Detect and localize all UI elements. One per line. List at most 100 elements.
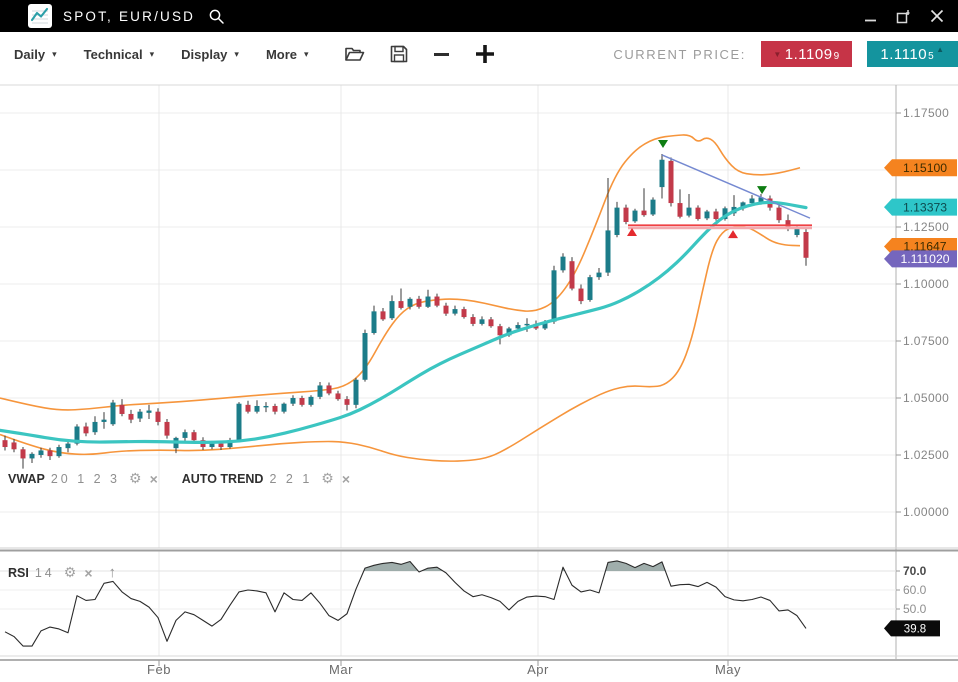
candle-body[interactable]: [20, 449, 26, 459]
candle-body[interactable]: [425, 296, 431, 307]
candle-body[interactable]: [380, 311, 386, 320]
candle-body[interactable]: [74, 426, 80, 444]
candle-body[interactable]: [362, 333, 368, 380]
candle-body[interactable]: [749, 198, 755, 204]
candle-body[interactable]: [758, 197, 764, 202]
candle-body[interactable]: [317, 385, 323, 397]
chart-canvas[interactable]: 1.17500 1.12500 1.10000 1.07500 1.05000 1.025…: [0, 76, 958, 682]
candle-body[interactable]: [119, 404, 125, 414]
candle-body[interactable]: [605, 230, 611, 273]
candle-body[interactable]: [29, 453, 35, 459]
candle-body[interactable]: [461, 309, 467, 318]
candle-body[interactable]: [632, 210, 638, 222]
candle-body[interactable]: [488, 319, 494, 327]
candle-body[interactable]: [254, 405, 260, 412]
candle-body[interactable]: [335, 393, 341, 400]
candle-body[interactable]: [65, 443, 71, 449]
open-file-icon[interactable]: [344, 45, 365, 63]
minimize-button[interactable]: [864, 10, 877, 23]
candle-body[interactable]: [389, 301, 395, 319]
candle-body[interactable]: [128, 413, 134, 420]
candle-body[interactable]: [659, 159, 665, 188]
candle-body[interactable]: [290, 398, 296, 404]
candle-body[interactable]: [164, 421, 170, 436]
candle-body[interactable]: [470, 317, 476, 324]
rsi-remove-icon[interactable]: ×: [84, 564, 93, 581]
buy-signal-arrow[interactable]: [728, 230, 738, 239]
pop-out-button[interactable]: [896, 9, 911, 24]
rsi-line[interactable]: [4, 560, 807, 647]
candle-body[interactable]: [92, 421, 98, 433]
candle-body[interactable]: [209, 443, 215, 448]
bid-price-button[interactable]: ▼ 1.1109 9: [761, 41, 852, 67]
candle-body[interactable]: [515, 325, 521, 329]
candle-body[interactable]: [416, 298, 422, 307]
chart-area[interactable]: 1.17500 1.12500 1.10000 1.07500 1.05000 1.025…: [0, 76, 958, 682]
candle-body[interactable]: [551, 270, 557, 322]
candle-body[interactable]: [110, 402, 116, 425]
candle-body[interactable]: [38, 450, 44, 455]
sell-signal-arrow[interactable]: [658, 140, 668, 149]
zoom-in-icon[interactable]: [475, 44, 495, 64]
candle-body[interactable]: [614, 207, 620, 235]
candle-body[interactable]: [479, 319, 485, 324]
candle-body[interactable]: [434, 296, 440, 306]
close-button[interactable]: [930, 9, 944, 23]
auto-trend-remove-icon[interactable]: ×: [341, 470, 351, 487]
candle-body[interactable]: [668, 160, 674, 204]
candle-body[interactable]: [236, 403, 242, 441]
candle-body[interactable]: [497, 326, 503, 336]
save-icon[interactable]: [390, 45, 408, 63]
candle-body[interactable]: [452, 309, 458, 314]
candle-body[interactable]: [371, 311, 377, 334]
vwap-remove-icon[interactable]: ×: [149, 470, 158, 487]
candle-body[interactable]: [272, 405, 278, 412]
candle-body[interactable]: [623, 207, 629, 222]
candle-body[interactable]: [299, 398, 305, 405]
candle-body[interactable]: [803, 232, 809, 258]
candle-body[interactable]: [182, 432, 188, 438]
rsi-settings-gear-icon[interactable]: ⚙: [63, 564, 77, 580]
candle-body[interactable]: [137, 411, 143, 419]
candle-body[interactable]: [344, 399, 350, 405]
vwap-line[interactable]: [0, 200, 808, 444]
trend-line[interactable]: [661, 154, 811, 219]
menu-more[interactable]: More ▾: [266, 47, 309, 62]
candle-body[interactable]: [56, 447, 62, 457]
zoom-out-icon[interactable]: [433, 46, 450, 63]
menu-timeframe[interactable]: Daily ▾: [14, 47, 57, 62]
candle-body[interactable]: [353, 379, 359, 405]
candle-body[interactable]: [101, 419, 107, 422]
candle-body[interactable]: [83, 426, 89, 434]
ask-price-button[interactable]: 1.1110 5 ▲: [867, 41, 958, 67]
candle-body[interactable]: [146, 410, 152, 413]
candle-body[interactable]: [407, 298, 413, 307]
candle-body[interactable]: [506, 328, 512, 336]
candles-layer[interactable]: [2, 154, 809, 469]
candle-body[interactable]: [704, 211, 710, 219]
candle-body[interactable]: [2, 440, 8, 448]
candle-body[interactable]: [686, 207, 692, 216]
candle-body[interactable]: [596, 272, 602, 278]
candle-body[interactable]: [695, 207, 701, 220]
buy-signal-arrow[interactable]: [627, 228, 637, 237]
candle-body[interactable]: [11, 442, 17, 450]
candle-body[interactable]: [227, 440, 233, 448]
search-icon[interactable]: [208, 8, 225, 25]
candle-body[interactable]: [722, 208, 728, 220]
candle-body[interactable]: [560, 256, 566, 271]
menu-technical[interactable]: Technical ▾: [84, 47, 155, 62]
candle-body[interactable]: [794, 228, 800, 235]
candle-body[interactable]: [740, 202, 746, 207]
candle-body[interactable]: [713, 211, 719, 220]
auto-trend-settings-gear-icon[interactable]: ⚙: [321, 470, 334, 486]
candle-body[interactable]: [677, 203, 683, 217]
candle-body[interactable]: [155, 411, 161, 422]
candle-body[interactable]: [650, 199, 656, 215]
candle-body[interactable]: [191, 432, 197, 441]
candle-body[interactable]: [47, 450, 53, 457]
candle-body[interactable]: [263, 405, 269, 408]
candle-body[interactable]: [218, 443, 224, 448]
candle-body[interactable]: [776, 207, 782, 221]
candle-body[interactable]: [587, 277, 593, 300]
